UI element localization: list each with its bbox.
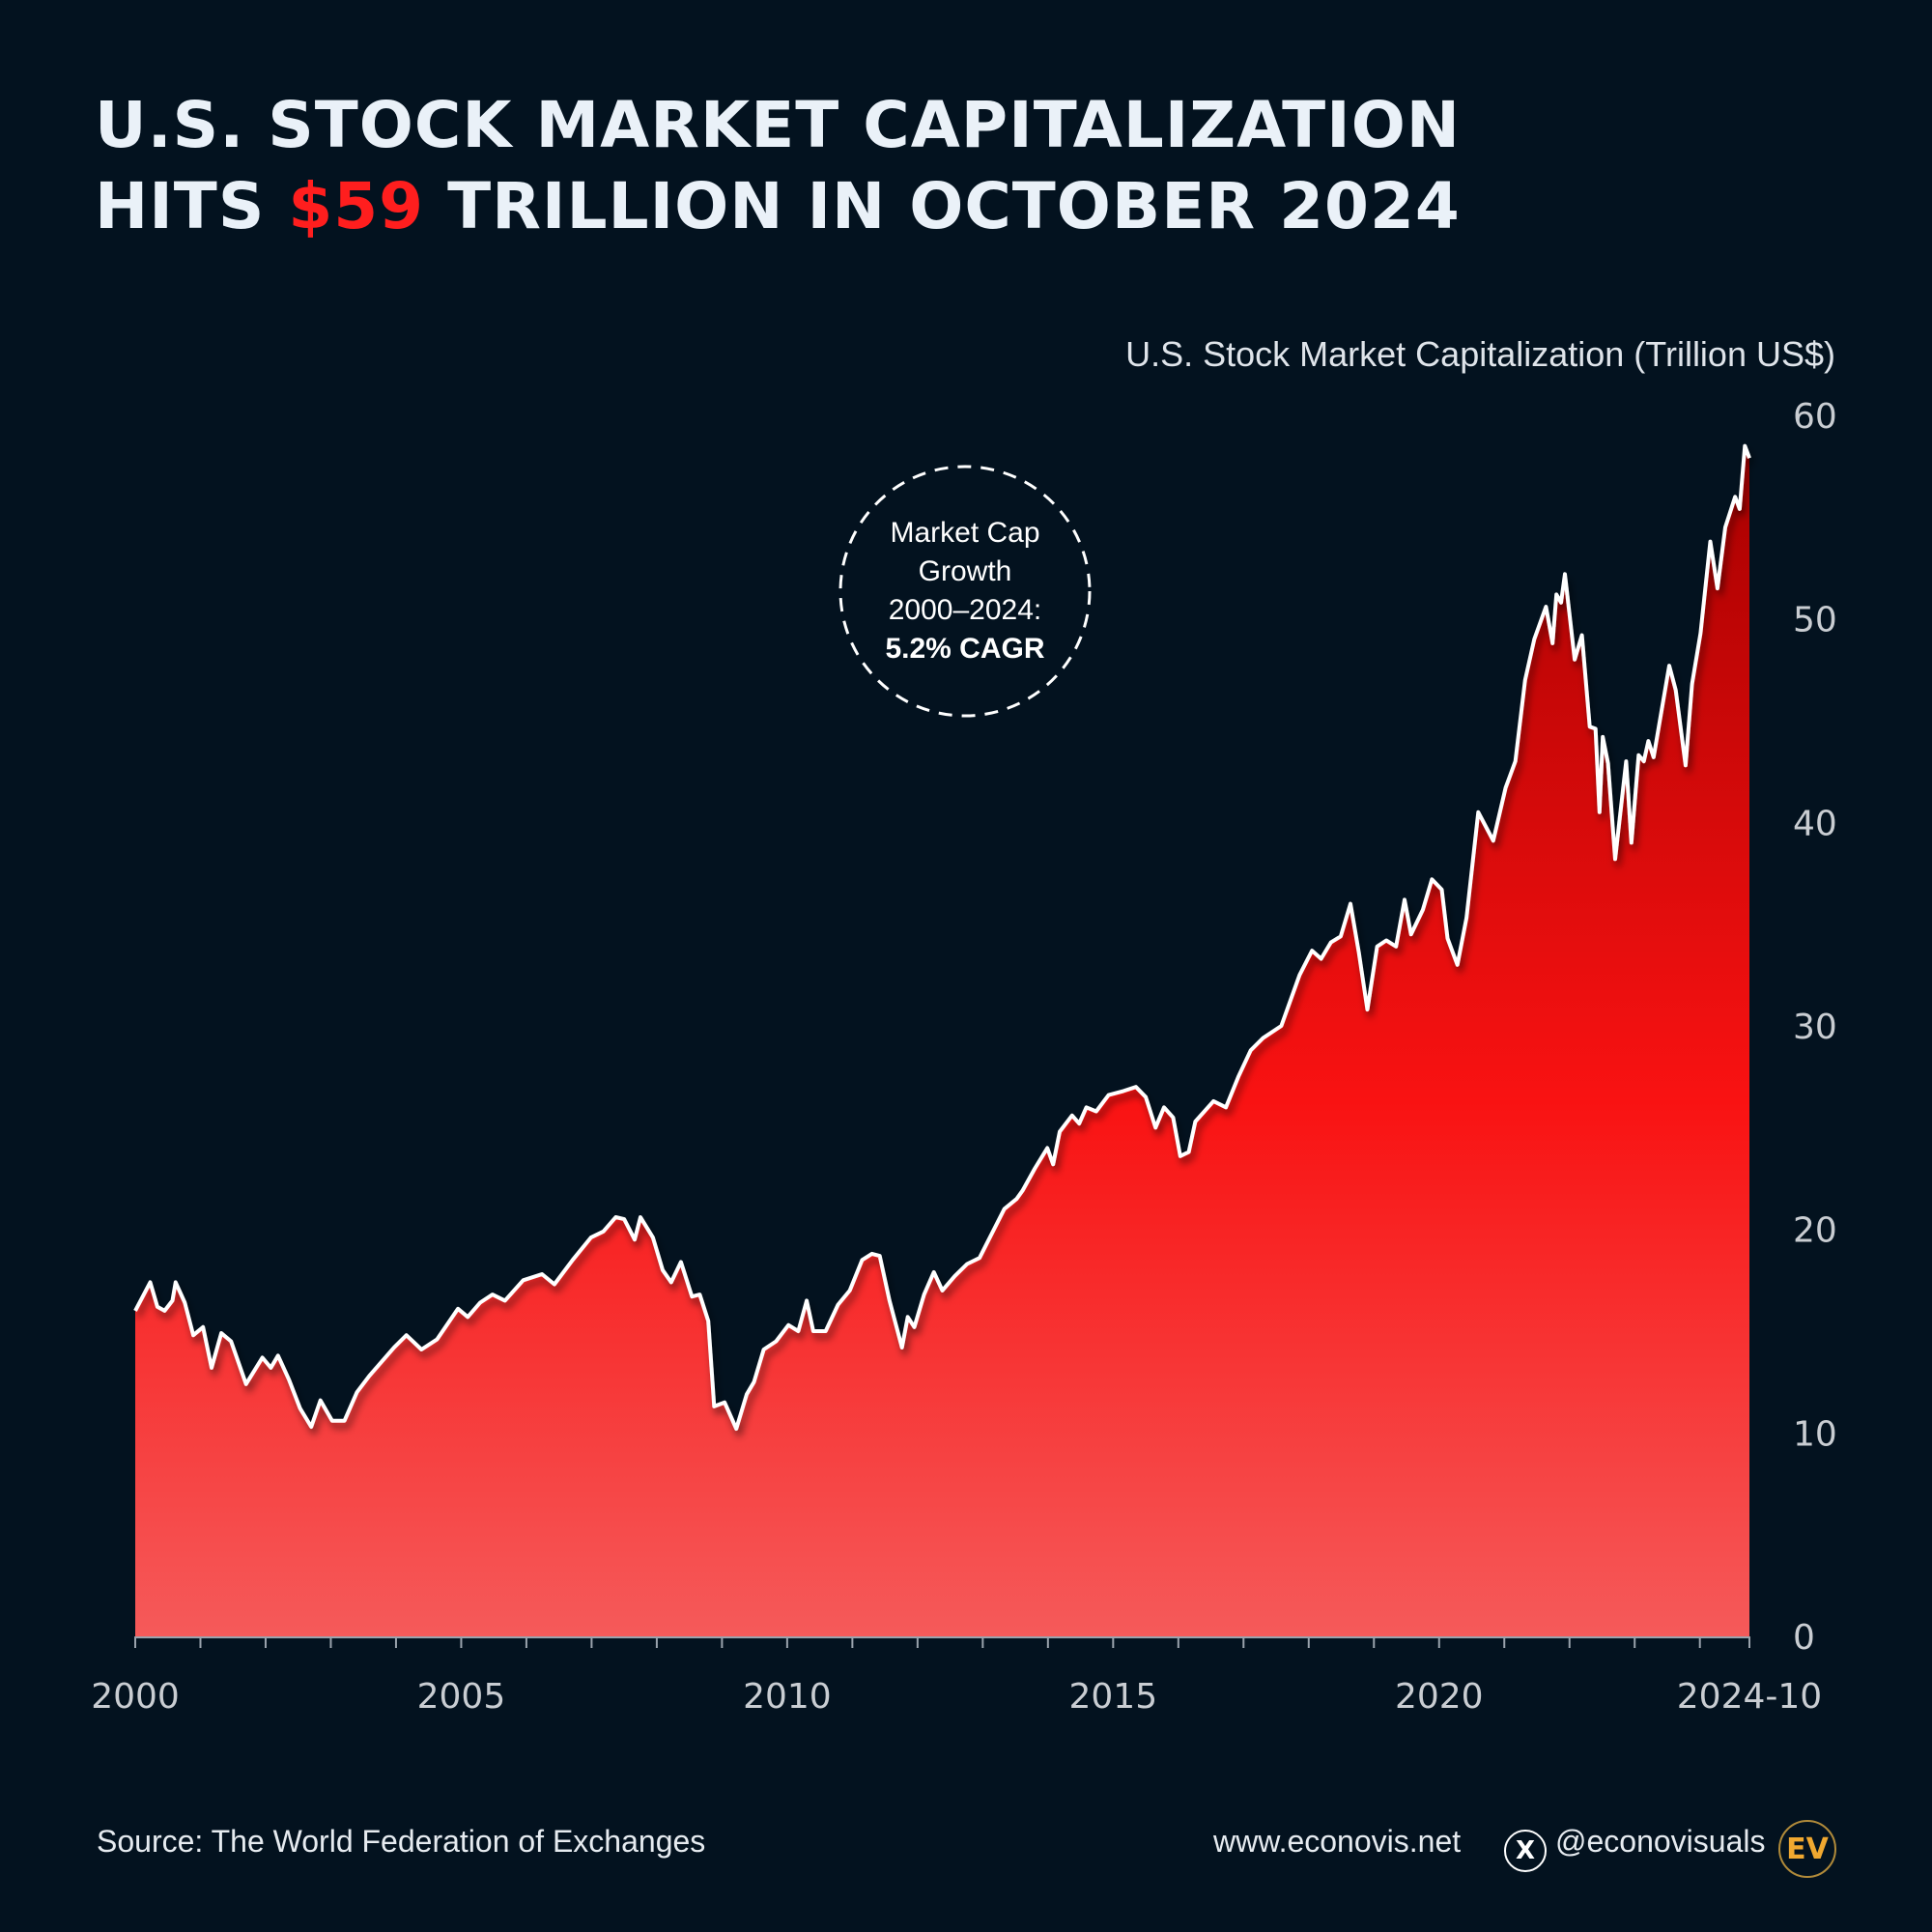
y-axis-title: U.S. Stock Market Capitalization (Trilli… <box>1125 334 1835 374</box>
source-note: Source: The World Federation of Exchange… <box>97 1824 706 1859</box>
website-link[interactable]: www.econovis.net <box>1213 1824 1462 1859</box>
cagr-annotation: Market Cap Growth 2000–2024: 5.2% CAGR <box>838 464 1093 719</box>
area-fill <box>135 445 1749 1637</box>
y-tick-label: 10 <box>1793 1414 1837 1454</box>
title-highlight-value: $59 <box>288 169 425 243</box>
annotation-line-1: Market Cap <box>890 517 1040 549</box>
annotation-line-3: 2000–2024: <box>888 594 1042 626</box>
y-tick-label: 60 <box>1793 397 1837 437</box>
title-line-2-post: TRILLION IN OCTOBER 2024 <box>424 169 1461 243</box>
x-tick-label: 2015 <box>1069 1677 1158 1717</box>
y-tick-label: 0 <box>1793 1618 1815 1658</box>
title-line-2-pre: HITS <box>95 169 289 243</box>
x-tick-label: 2020 <box>1395 1677 1484 1717</box>
y-tick-label: 20 <box>1793 1211 1837 1251</box>
y-tick-label: 50 <box>1793 601 1837 640</box>
y-tick-label: 40 <box>1793 804 1837 843</box>
annotation-line-2: Growth <box>918 555 1012 587</box>
x-logo-icon: X <box>1504 1830 1547 1872</box>
series-line <box>133 443 1751 1432</box>
social-handle[interactable]: @econovisuals <box>1555 1824 1766 1859</box>
x-tick-label: 2000 <box>91 1677 180 1717</box>
chart-title: U.S. STOCK MARKET CAPITALIZATION HITS $5… <box>95 85 1461 247</box>
econovis-logo: EV <box>1778 1820 1836 1878</box>
x-tick-label: 2010 <box>743 1677 832 1717</box>
x-tick-label: 2024-10 <box>1677 1677 1822 1717</box>
x-tick-label: 2005 <box>417 1677 506 1717</box>
y-tick-label: 30 <box>1793 1008 1837 1047</box>
title-line-2: HITS $59 TRILLION IN OCTOBER 2024 <box>95 166 1461 247</box>
title-line-1: U.S. STOCK MARKET CAPITALIZATION <box>95 88 1462 162</box>
dashed-circle <box>838 465 1092 718</box>
annotation-cagr: 5.2% CAGR <box>885 633 1045 665</box>
